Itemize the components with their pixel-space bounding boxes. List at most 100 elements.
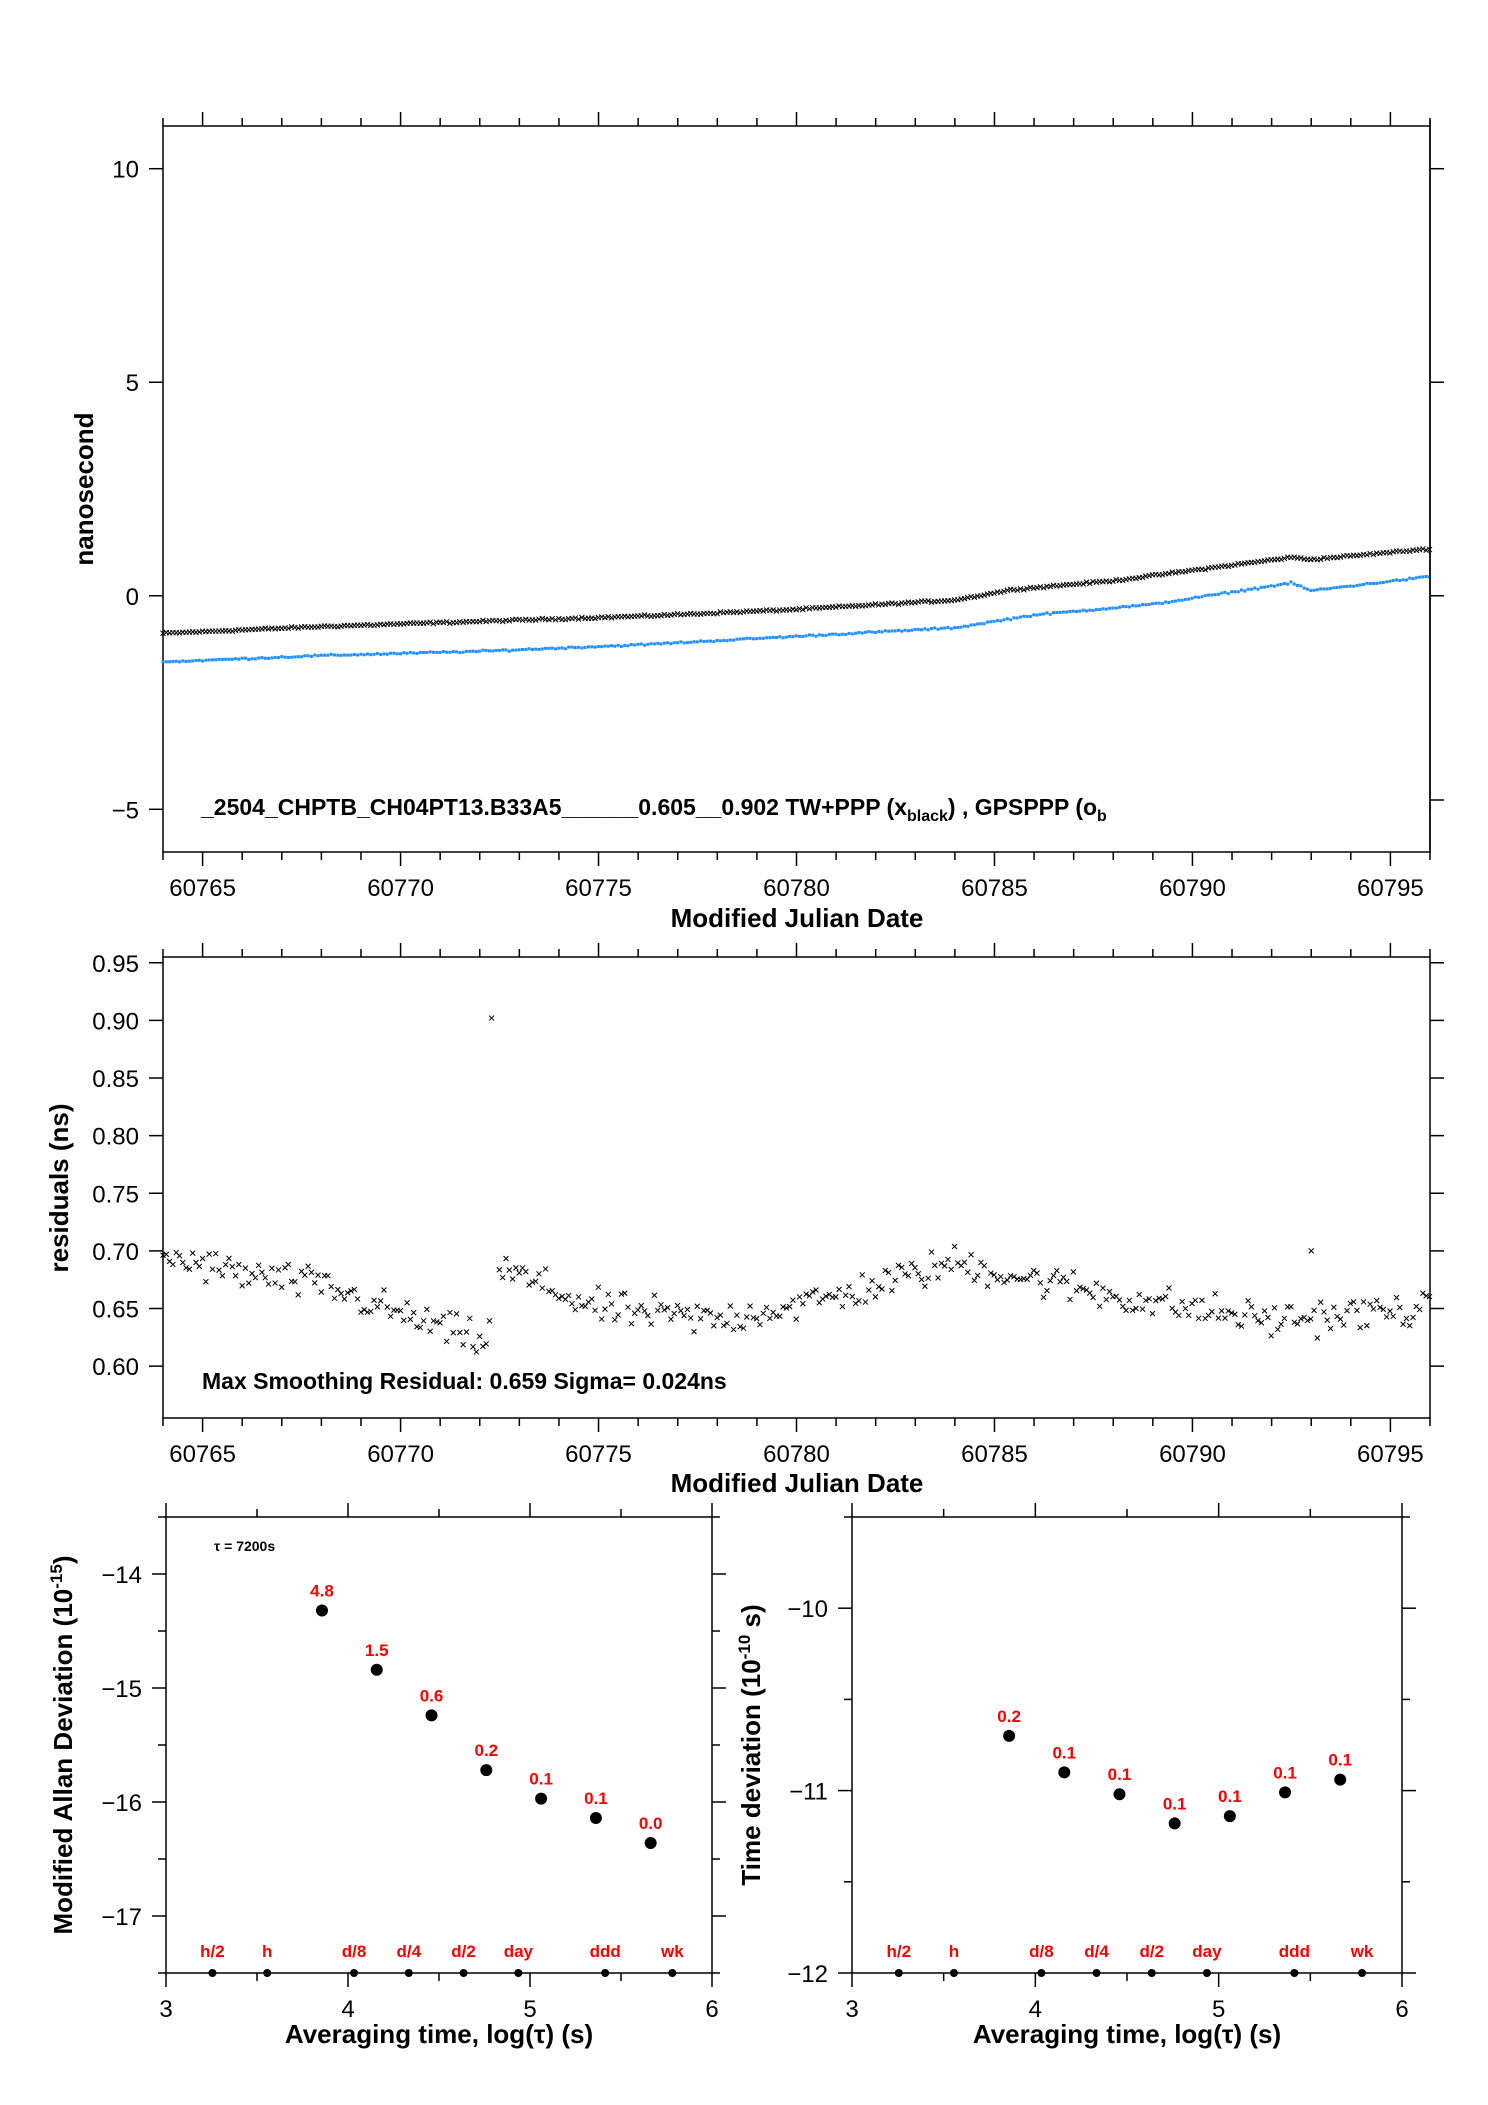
residual-point (892, 1277, 899, 1284)
residual-point (780, 1304, 786, 1310)
series-point (389, 651, 393, 655)
series-0 (160, 545, 1433, 637)
time-marker-label: wk (660, 1942, 684, 1961)
residual-point (1129, 1307, 1136, 1314)
residual-point (1185, 1312, 1192, 1319)
series-point (1338, 585, 1342, 589)
deviation-point-label: 0.1 (1218, 1787, 1242, 1806)
series-point (1324, 555, 1331, 562)
series-point (619, 644, 623, 648)
residual-point (651, 1292, 658, 1299)
series-point (972, 623, 976, 627)
series-point (1193, 595, 1197, 599)
residual-point (1199, 1297, 1205, 1304)
series-point (913, 627, 917, 631)
series-point (1424, 574, 1428, 578)
series-point (270, 656, 274, 660)
series-point (1154, 601, 1158, 605)
residual-point (694, 1303, 701, 1310)
residual-point (516, 1270, 523, 1276)
series-point (1381, 580, 1385, 584)
residual-point (1100, 1285, 1106, 1292)
series-point (1321, 554, 1327, 561)
series-point (1352, 584, 1356, 588)
residual-point (423, 1306, 430, 1313)
series-point (408, 650, 412, 654)
residual-point (681, 1312, 687, 1319)
series-point (1215, 564, 1222, 570)
residual-point (1007, 1272, 1014, 1279)
residual-point (799, 1300, 806, 1307)
residual-point (1057, 1278, 1063, 1285)
series-point (966, 624, 970, 628)
series-point (316, 654, 320, 658)
phase-time-chart: 60765 60770 60775 60780 60785 60790 60795 −5 0 5 1… (69, 112, 1488, 933)
residual-point (1271, 1304, 1278, 1311)
residual-point (588, 1296, 595, 1302)
residual-point (473, 1349, 480, 1355)
y-tick-label: 5 (126, 370, 139, 397)
residual-point (865, 1287, 872, 1293)
series-point (906, 629, 910, 633)
series-point (1398, 579, 1402, 583)
series-point (511, 648, 515, 652)
residual-point (1251, 1312, 1258, 1319)
series-point (718, 639, 722, 643)
residual-point (466, 1315, 473, 1322)
x-tick-label: 4 (1029, 1996, 1042, 2023)
series-point (313, 653, 317, 657)
series-point (964, 594, 971, 601)
residual-point (991, 1272, 997, 1278)
residual-point (1304, 1317, 1311, 1324)
series-point (643, 643, 647, 647)
series-point (398, 652, 402, 656)
series-point (1413, 547, 1420, 554)
series-point (1055, 611, 1059, 615)
residual-point (763, 1304, 770, 1311)
y-tick-label: −17 (101, 1904, 142, 1931)
series-point (1086, 580, 1093, 587)
residual-point (598, 1316, 605, 1322)
series-point (1170, 599, 1174, 603)
residual-point (809, 1289, 816, 1295)
deviation-point (1168, 1817, 1181, 1830)
residual-point (964, 1269, 971, 1276)
series-point (570, 645, 574, 649)
series-point (699, 639, 703, 643)
residual-point (460, 1341, 466, 1348)
series-point (174, 659, 178, 663)
series-point (674, 610, 681, 617)
series-point (1232, 562, 1238, 568)
series-point (982, 622, 986, 626)
series-point (549, 615, 556, 622)
series-point (778, 635, 782, 639)
series-point (1309, 589, 1313, 593)
residual-point (575, 1294, 582, 1300)
series-point (791, 635, 795, 639)
series-point (1034, 584, 1040, 591)
x-axis-title: Modified Julian Date (671, 1468, 924, 1498)
series-point (669, 642, 673, 646)
series-point (1335, 585, 1339, 589)
series-point (892, 600, 899, 607)
residual-point (869, 1277, 875, 1284)
series-point (893, 629, 897, 633)
series-point (201, 659, 205, 663)
residual-point (935, 1275, 941, 1281)
residual-point (361, 1306, 368, 1313)
series-point (580, 646, 584, 650)
residual-point (1208, 1308, 1215, 1315)
series-point (1286, 582, 1290, 586)
series-point (575, 616, 582, 623)
series-point (418, 650, 422, 654)
series-point (765, 636, 769, 640)
series-point (1355, 584, 1359, 588)
residual-point (925, 1275, 932, 1282)
residual-point (1307, 1316, 1314, 1322)
residual-point (1215, 1315, 1222, 1321)
residual-point (628, 1320, 635, 1327)
residual-point (730, 1326, 737, 1333)
series-point (547, 646, 551, 650)
series-point (760, 608, 767, 614)
series-point (1028, 614, 1032, 618)
